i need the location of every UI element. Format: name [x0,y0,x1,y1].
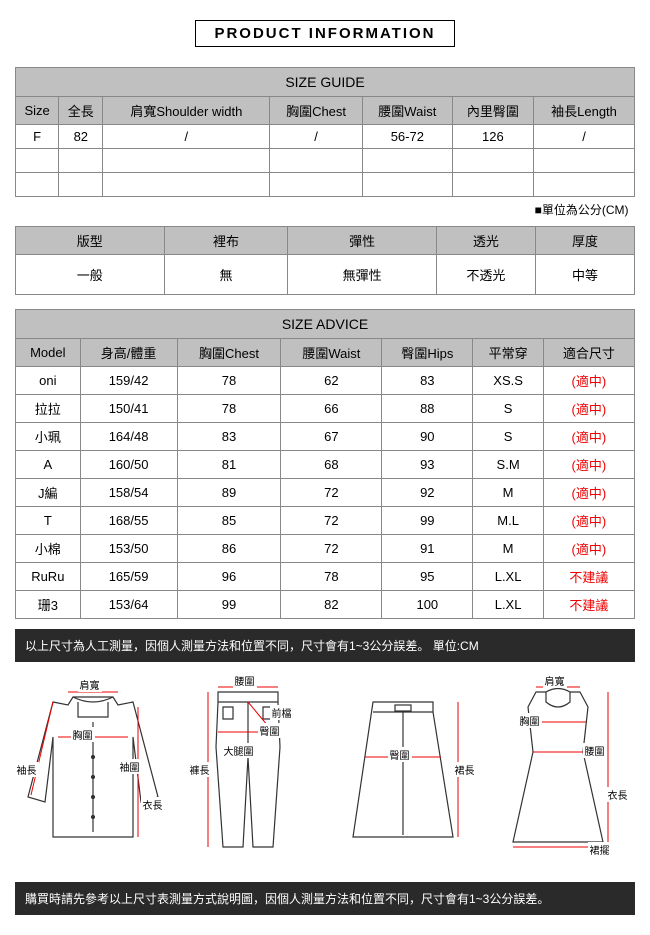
fabric-value-row: 一般 無 無彈性 不透光 中等 [16,255,635,295]
lbl-thigh: 大腿圍 [222,743,256,758]
col-fit: 適合尺寸 [543,339,634,367]
size-row: F 82 / / 56-72 126 / [16,125,635,149]
col-usual: 平常穿 [473,339,543,367]
advice-row: 拉拉150/41786688S(適中) [16,395,635,423]
lbl-length: 裙長 [453,762,477,777]
size-guide-heading: SIZE GUIDE [16,68,635,97]
advice-row: T168/55857299M.L(適中) [16,507,635,535]
measurement-diagrams: 肩寬 胸圍 袖長 袖圍 衣長 [15,662,635,882]
lbl-hip: 臀圍 [388,747,412,762]
col-model: Model [16,339,81,367]
lbl-hem: 裙擺 [588,842,612,857]
col-hips: 臀圍Hips [382,339,473,367]
advice-row: 珊3153/649982100L.XL不建議 [16,591,635,619]
advice-row: RuRu165/59967895L.XL不建議 [16,563,635,591]
size-advice-heading: SIZE ADVICE [16,310,635,339]
col-chest: 胸圍Chest [177,339,281,367]
col-fit: 版型 [16,227,165,255]
col-sheer: 透光 [436,227,535,255]
col-stretch: 彈性 [288,227,437,255]
lbl-waist: 腰圍 [583,743,607,758]
advice-row: oni159/42786283XS.S(適中) [16,367,635,395]
size-guide-header-row: Size 全長 肩寬Shoulder width 胸圍Chest 腰圍Waist… [16,97,635,125]
measurement-note-bottom: 購買時請先參考以上尺寸表測量方式說明圖，因個人測量方法和位置不同，尺寸會有1~3… [15,882,635,915]
fabric-info-table: 版型 裡布 彈性 透光 厚度 一般 無 無彈性 不透光 中等 [15,226,635,295]
col-hip: 內里臀圍 [452,97,533,125]
lbl-waist: 腰圍 [233,673,257,688]
size-row-empty [16,149,635,173]
col-thick: 厚度 [535,227,634,255]
lbl-shoulder: 肩寬 [543,673,567,688]
diagram-skirt: 臀圍 裙長 [333,677,473,857]
page-title: PRODUCT INFORMATION [195,20,455,47]
lbl-chest: 胸圍 [518,713,542,728]
diagram-dress: 肩寬 胸圍 腰圍 衣長 裙擺 [488,677,628,857]
col-sleeve: 袖長Length [534,97,635,125]
col-length: 全長 [59,97,103,125]
col-waist: 腰圍Waist [362,97,452,125]
advice-row: A160/50816893S.M(適中) [16,451,635,479]
diagram-shirt: 肩寬 胸圍 袖長 袖圍 衣長 [23,677,163,857]
col-lining: 裡布 [164,227,288,255]
advice-row: J編158/54897292M(適中) [16,479,635,507]
lbl-front: 前檔 [270,705,294,720]
lbl-length: 褲長 [188,762,212,777]
lbl-length: 衣長 [141,797,165,812]
product-info-page: PRODUCT INFORMATION SIZE GUIDE Size 全長 肩… [0,0,650,935]
advice-row: 小珮164/48836790S(適中) [16,423,635,451]
diagram-pants: 腰圍 前檔 臀圍 大腿圍 褲長 [178,677,318,857]
lbl-cuff: 袖圍 [118,759,142,774]
lbl-chest: 胸圍 [71,727,95,742]
lbl-hip: 臀圍 [258,723,282,738]
col-shoulder: 肩寬Shoulder width [103,97,270,125]
size-row-empty [16,173,635,197]
fabric-header-row: 版型 裡布 彈性 透光 厚度 [16,227,635,255]
size-advice-table: SIZE ADVICE Model 身高/體重 胸圍Chest 腰圍Waist … [15,309,635,619]
col-hw: 身高/體重 [80,339,177,367]
lbl-sleeve: 袖長 [15,762,39,777]
measurement-note-top: 以上尺寸為人工測量，因個人測量方法和位置不同，尺寸會有1~3公分誤差。 單位:C… [15,629,635,662]
lbl-shoulder: 肩寬 [78,677,102,692]
advice-row: 小棉153/50867291M(適中) [16,535,635,563]
col-chest: 胸圍Chest [270,97,363,125]
size-guide-table: SIZE GUIDE Size 全長 肩寬Shoulder width 胸圍Ch… [15,67,635,222]
advice-header-row: Model 身高/體重 胸圍Chest 腰圍Waist 臀圍Hips 平常穿 適… [16,339,635,367]
col-size: Size [16,97,59,125]
col-waist: 腰圍Waist [281,339,382,367]
lbl-length: 衣長 [606,787,630,802]
unit-note: ■單位為公分(CM) [16,197,635,223]
